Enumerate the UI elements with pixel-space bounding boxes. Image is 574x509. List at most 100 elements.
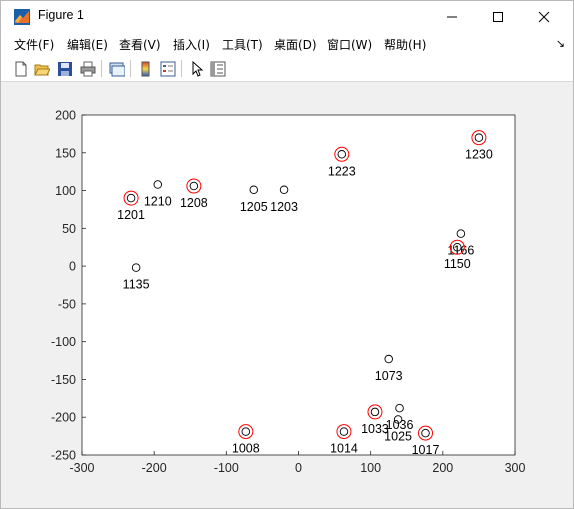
print-button[interactable] [78, 59, 97, 78]
data-point[interactable] [131, 263, 141, 272]
toolbar-separator [181, 60, 182, 77]
data-point[interactable] [279, 185, 289, 195]
link-plot-button[interactable] [107, 59, 126, 78]
point-label: 1210 [144, 195, 172, 209]
menu-insert[interactable]: 插入(I) [173, 38, 210, 52]
x-tick-label: -200 [142, 461, 167, 475]
save-button[interactable] [55, 59, 74, 78]
point-label: 1150 [444, 257, 471, 271]
point-label: 1036 [386, 418, 414, 432]
close-button[interactable] [521, 1, 567, 32]
data-point[interactable] [337, 150, 347, 159]
y-tick-label: -150 [51, 373, 76, 387]
open-file-icon [33, 64, 50, 75]
point-label: 1008 [232, 442, 260, 456]
point-label: 1135 [123, 278, 150, 292]
close-icon [538, 11, 550, 22]
menu-desktop[interactable]: 桌面(D) [274, 38, 317, 52]
data-point[interactable] [241, 427, 251, 436]
point-label: 1166 [447, 244, 474, 258]
menu-help[interactable]: 帮助(H) [384, 38, 427, 52]
data-point[interactable] [456, 229, 466, 238]
save-icon [57, 61, 72, 76]
data-point[interactable] [249, 185, 259, 195]
x-tick-label: -100 [214, 461, 239, 475]
y-tick-label: -50 [58, 297, 76, 311]
title-bar[interactable]: Figure 1 [1, 1, 573, 32]
point-label: 1073 [375, 369, 403, 383]
data-point[interactable] [474, 133, 484, 142]
menu-bar: 文件(F) 编辑(E) 查看(V) 插入(I) 工具(T) 桌面(D) 窗口(W… [1, 32, 573, 56]
menu-tools[interactable]: 工具(T) [222, 38, 263, 52]
highlight-ring [238, 424, 254, 440]
highlight-ring [418, 425, 434, 441]
data-point[interactable] [453, 242, 462, 252]
colorbar-button[interactable] [136, 59, 155, 78]
figure-toolbar [1, 56, 573, 82]
point-label: 1203 [270, 200, 298, 214]
x-tick-label: 200 [432, 461, 453, 475]
open-file-button[interactable] [32, 59, 51, 78]
pointer-icon [192, 60, 203, 77]
data-point[interactable] [339, 427, 349, 436]
y-tick-label: -100 [51, 335, 76, 349]
data-point[interactable] [393, 415, 403, 424]
property-inspector-icon [210, 61, 225, 76]
toolbar-separator [130, 60, 131, 77]
menu-view[interactable]: 查看(V) [119, 38, 161, 52]
maximize-icon [493, 11, 503, 22]
point-label: 1201 [117, 208, 145, 222]
minimize-button[interactable] [429, 1, 475, 32]
data-point[interactable] [384, 354, 393, 364]
data-point[interactable] [189, 181, 199, 191]
y-tick-label: -250 [51, 449, 76, 463]
legend-icon [160, 61, 175, 76]
data-point[interactable] [421, 428, 430, 438]
menu-file[interactable]: 文件(F) [14, 38, 55, 52]
point-label: 1223 [328, 164, 356, 178]
print-icon [80, 61, 95, 76]
y-tick-label: 150 [55, 146, 76, 160]
data-point[interactable] [126, 193, 136, 203]
property-inspector-button[interactable] [208, 59, 227, 78]
point-label: 1017 [412, 443, 440, 457]
data-point[interactable] [395, 403, 404, 413]
new-figure-icon [15, 61, 26, 76]
highlight-ring [471, 130, 487, 146]
y-tick-label: 0 [69, 260, 76, 274]
point-label: 1208 [180, 196, 208, 210]
point-label: 1014 [330, 442, 358, 456]
highlight-ring [367, 404, 383, 420]
matlab-logo-icon [14, 9, 30, 25]
window-title: Figure 1 [38, 8, 84, 22]
menu-overflow-arrow-icon[interactable]: ↘ [555, 37, 565, 50]
highlight-ring [336, 424, 352, 440]
link-plot-icon [109, 62, 125, 76]
edit-plot-button[interactable] [187, 59, 206, 78]
point-label: 1230 [465, 148, 493, 162]
legend-button[interactable] [158, 59, 177, 78]
maximize-button[interactable] [475, 1, 521, 32]
y-tick-label: -200 [51, 411, 76, 425]
axes-background [81, 114, 516, 456]
data-point[interactable] [370, 407, 380, 417]
point-label: 1033 [361, 422, 389, 436]
data-point[interactable] [153, 180, 163, 189]
highlight-ring [334, 146, 350, 162]
x-tick-label: -300 [69, 461, 94, 475]
colorbar-icon [141, 61, 149, 76]
minimize-icon [447, 16, 457, 17]
figure-canvas[interactable]: -300 -200 -100 0 100 200 300 200 150 100 50 0 -50 -10… [8, 82, 566, 501]
highlight-ring [186, 178, 202, 194]
toolbar-separator [101, 60, 102, 77]
y-tick-label: 200 [55, 109, 76, 123]
x-tick-label: 300 [505, 461, 526, 475]
menu-window[interactable]: 窗口(W) [327, 38, 373, 52]
y-tick-label: 100 [55, 184, 76, 198]
point-label: 1205 [240, 200, 268, 214]
menu-edit[interactable]: 编辑(E) [67, 38, 108, 52]
new-figure-button[interactable] [11, 59, 30, 78]
x-tick-label: 0 [295, 461, 302, 475]
scatter-plot[interactable]: -300 -200 -100 0 100 200 300 200 150 100 50 0 -50 -10… [8, 82, 566, 501]
